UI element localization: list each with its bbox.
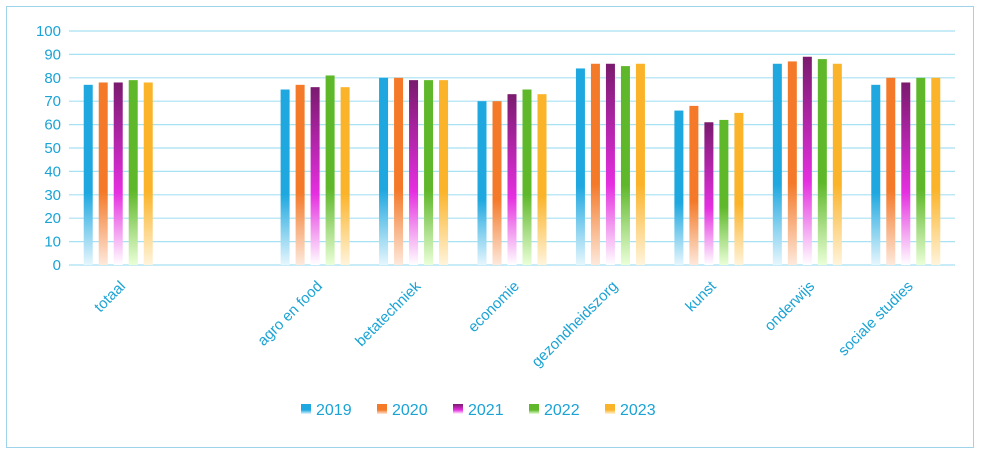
bar-2021-onderwijs (802, 56, 812, 265)
bar-2020-totaal (98, 82, 108, 265)
bar-chart: 0 10 20 30 40 50 60 70 80 90 100 totaal agro en foo… (36, 23, 955, 419)
bar-2019-totaal (83, 84, 93, 265)
y-axis-ticks: 0 10 20 30 40 50 60 70 80 90 100 (36, 23, 61, 274)
bar-2022-totaal (128, 80, 138, 265)
x-category-label: kunst (682, 277, 720, 315)
bar-2023-sociale-studies (931, 77, 941, 265)
bar-2019-economie (477, 101, 487, 265)
x-category-label: totaal (91, 278, 129, 316)
y-tick-label: 50 (44, 140, 61, 157)
bar-2023-betatechniek (439, 80, 449, 265)
bar-2022-economie (522, 89, 532, 265)
legend-label: 2022 (544, 402, 580, 419)
bar-2022-gezondheidszorg (620, 66, 630, 265)
bar-2019-gezondheidszorg (575, 68, 585, 265)
bar-2023-gezondheidszorg (635, 63, 645, 266)
bar-2023-economie (537, 94, 547, 266)
bar-2022-betatechniek (424, 80, 434, 265)
y-tick-label: 60 (44, 117, 61, 134)
x-category-label: betatechniek (352, 277, 425, 350)
bar-2021-kunst (704, 122, 714, 265)
x-category-label: onderwijs (761, 278, 818, 335)
bar-2020-sociale-studies (886, 77, 896, 265)
legend-label: 2019 (316, 402, 352, 419)
bar-2022-agro-en-food (325, 75, 335, 266)
bar-2019-betatechniek (379, 77, 389, 265)
x-category-label: economie (465, 278, 523, 336)
bar-2023-agro-en-food (340, 87, 350, 265)
bar-2021-sociale-studies (901, 82, 911, 265)
bar-2020-economie (492, 101, 502, 265)
bar-2019-agro-en-food (280, 89, 290, 265)
bar-2019-sociale-studies (871, 84, 881, 265)
legend-label: 2023 (620, 402, 656, 419)
x-axis-category-labels: totaal agro en food betatechniek economie ge… (91, 277, 917, 370)
bar-2021-agro-en-food (310, 87, 320, 265)
bar-2020-agro-en-food (295, 84, 305, 265)
bar-2022-sociale-studies (916, 77, 926, 265)
y-tick-label: 100 (36, 23, 61, 40)
legend-swatch (453, 404, 463, 414)
bar-2023-kunst (734, 112, 744, 266)
legend-swatch (529, 404, 539, 414)
y-tick-label: 30 (44, 187, 61, 204)
legend-swatch (605, 404, 615, 414)
bar-2020-onderwijs (787, 61, 797, 265)
bar-2022-kunst (719, 119, 729, 265)
y-tick-label: 70 (44, 93, 61, 110)
y-tick-label: 80 (44, 70, 61, 87)
bar-2019-onderwijs (772, 63, 782, 266)
y-tick-label: 10 (44, 234, 61, 251)
bar-2021-economie (507, 94, 517, 266)
bar-2020-kunst (689, 105, 699, 265)
bar-2023-totaal (143, 82, 153, 265)
x-category-label: sociale studies (835, 278, 917, 360)
y-tick-label: 40 (44, 163, 61, 180)
chart-frame: 0 10 20 30 40 50 60 70 80 90 100 totaal agro en foo… (6, 6, 974, 448)
legend-swatch (377, 404, 387, 414)
bars (83, 56, 941, 266)
y-tick-label: 0 (53, 257, 61, 274)
bar-2022-onderwijs (817, 59, 827, 265)
bar-2021-totaal (113, 82, 123, 265)
legend: 2019 2020 2021 2022 2023 (301, 402, 656, 419)
bar-2019-kunst (674, 110, 684, 265)
bar-2021-gezondheidszorg (605, 63, 615, 266)
bar-2021-betatechniek (409, 80, 419, 265)
legend-label: 2020 (392, 402, 428, 419)
x-category-label: agro en food (254, 278, 326, 350)
legend-label: 2021 (468, 402, 504, 419)
x-category-label: gezondheidszorg (528, 278, 621, 371)
bar-2020-gezondheidszorg (590, 63, 600, 266)
bar-2020-betatechniek (394, 77, 404, 265)
bar-2023-onderwijs (832, 63, 842, 266)
legend-swatch (301, 404, 311, 414)
y-tick-label: 20 (44, 210, 61, 227)
y-tick-label: 90 (44, 46, 61, 63)
